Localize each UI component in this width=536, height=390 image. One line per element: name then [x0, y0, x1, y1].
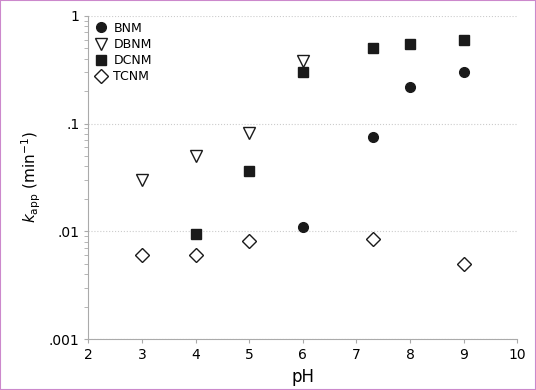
DBNM — [300, 58, 306, 63]
Y-axis label: $\it{k}_{\rm app}$ (min$^{-1}$): $\it{k}_{\rm app}$ (min$^{-1}$) — [20, 131, 43, 223]
X-axis label: pH: pH — [292, 368, 314, 386]
DBNM — [246, 131, 252, 135]
DBNM — [192, 154, 199, 158]
Line: BNM: BNM — [298, 67, 468, 232]
TCNM — [192, 253, 199, 258]
TCNM — [369, 237, 376, 241]
Line: DBNM: DBNM — [137, 55, 308, 186]
DCNM — [246, 169, 252, 174]
TCNM — [246, 238, 252, 243]
DCNM — [300, 70, 306, 74]
DBNM — [139, 177, 145, 182]
TCNM — [460, 262, 467, 266]
Line: DCNM: DCNM — [191, 35, 468, 239]
DCNM — [192, 231, 199, 236]
TCNM — [139, 253, 145, 258]
DCNM — [407, 41, 413, 46]
BNM — [460, 70, 467, 74]
Line: TCNM: TCNM — [137, 234, 468, 269]
DCNM — [460, 37, 467, 42]
BNM — [300, 225, 306, 229]
DCNM — [369, 46, 376, 50]
Legend: BNM, DBNM, DCNM, TCNM: BNM, DBNM, DCNM, TCNM — [92, 20, 154, 86]
BNM — [407, 84, 413, 89]
BNM — [369, 135, 376, 139]
